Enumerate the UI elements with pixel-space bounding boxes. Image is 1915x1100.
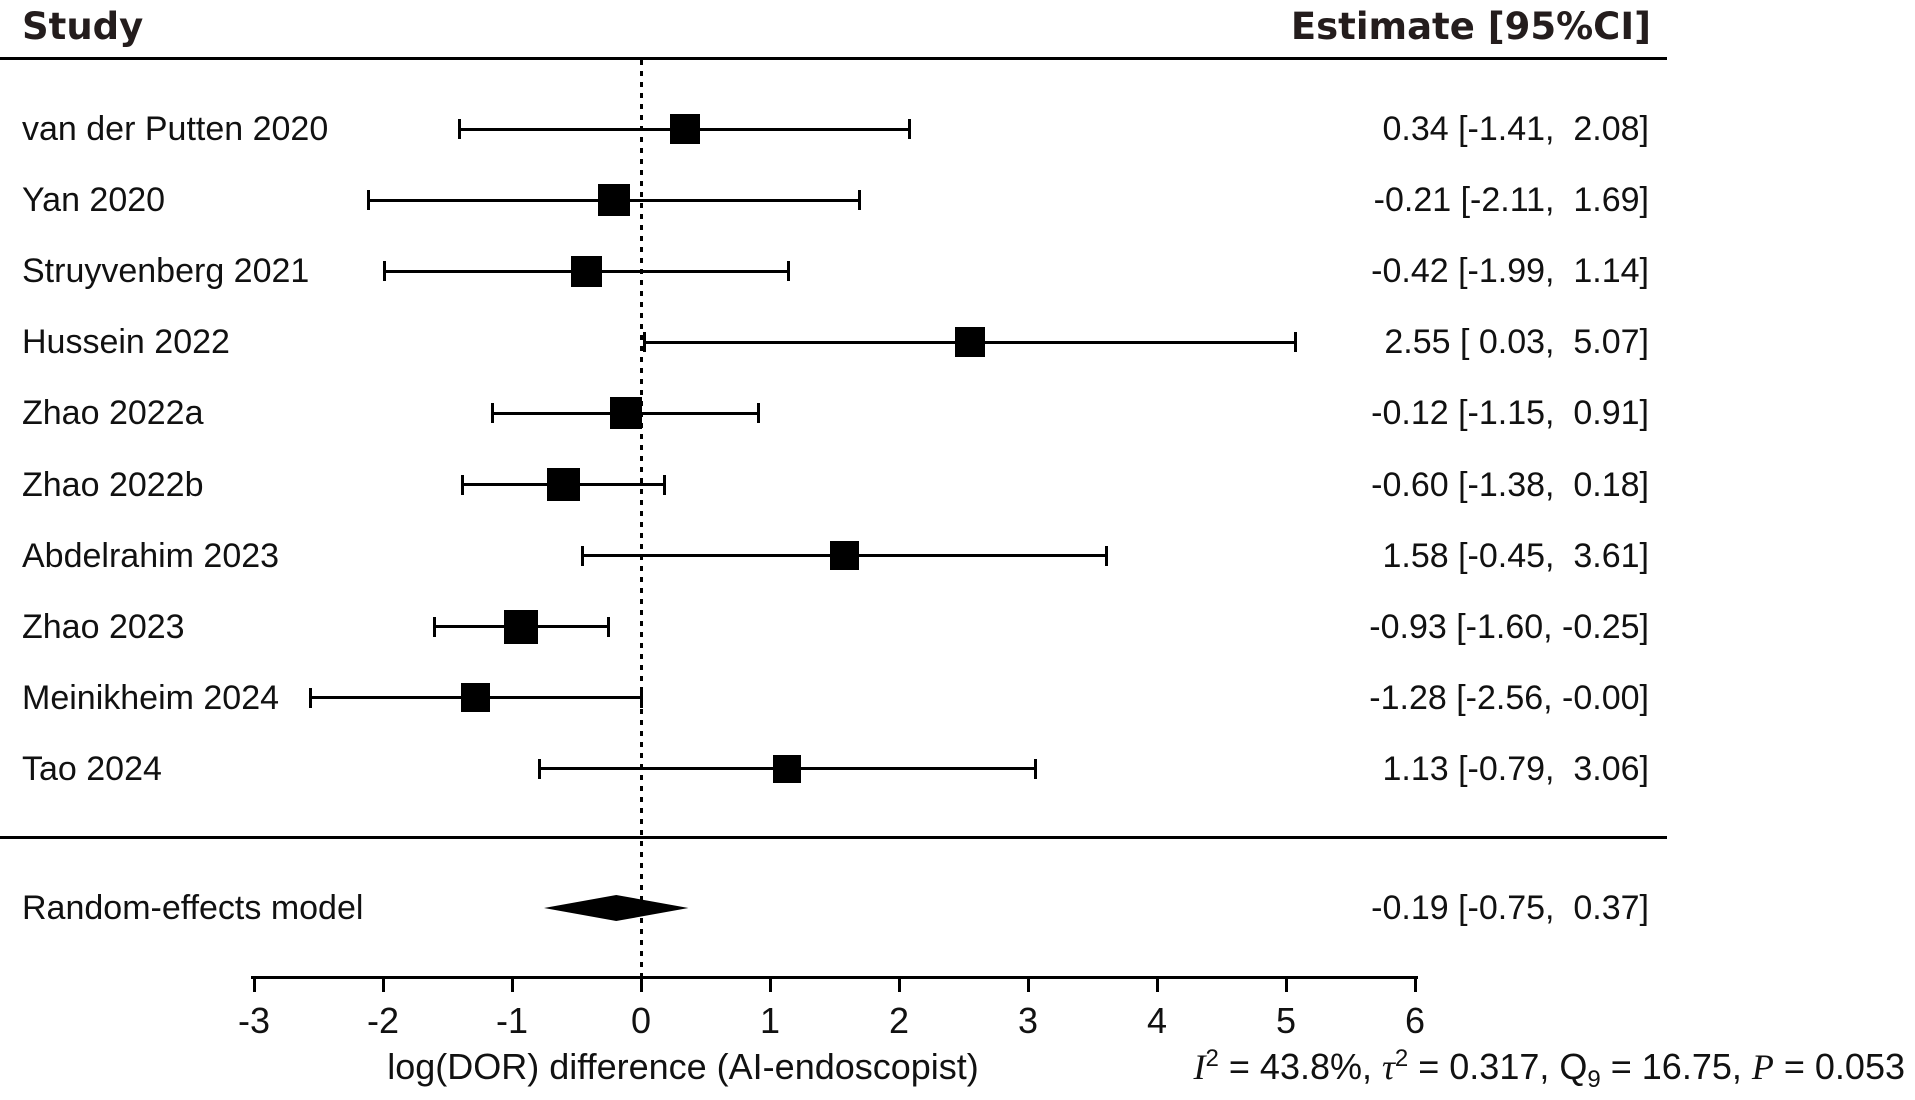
study-label: Meinikheim 2024	[22, 678, 280, 717]
study-column-header: Study	[22, 5, 144, 48]
ci-upper-whisker	[786, 261, 790, 282]
p-value: = 0.053	[1773, 1046, 1905, 1087]
study-label: Struyvenberg 2021	[22, 252, 310, 291]
p-symbol: P	[1751, 1047, 1774, 1087]
heterogeneity-stats: I2 = 43.8%, τ2 = 0.317, Q9 = 16.75, P = …	[1193, 1045, 1905, 1092]
point-estimate-square	[772, 754, 801, 783]
x-axis-tick	[381, 979, 385, 992]
x-axis-tick-label: 1	[759, 1000, 781, 1041]
tau-squared-value: = 0.317,	[1408, 1046, 1560, 1087]
estimate-ci-value: -0.93 [-1.60, -0.25]	[1369, 607, 1649, 646]
x-axis-tick-label: 0	[630, 1000, 652, 1041]
x-axis-tick-label: 3	[1017, 1000, 1039, 1041]
zero-reference-line	[639, 60, 643, 976]
x-axis-tick-label: 5	[1275, 1000, 1297, 1041]
x-axis-title: log(DOR) difference (AI-endoscopist)	[387, 1046, 979, 1087]
study-label: van der Putten 2020	[22, 110, 329, 148]
x-axis-tick-label: 2	[888, 1000, 910, 1041]
ci-upper-whisker	[1105, 545, 1109, 566]
ci-lower-whisker	[382, 261, 386, 282]
study-label: Abdelrahim 2023	[22, 536, 280, 575]
point-estimate-square	[597, 184, 630, 217]
x-axis-tick	[510, 979, 514, 992]
ci-upper-whisker	[607, 616, 611, 637]
point-estimate-square	[609, 397, 642, 430]
tau-squared-symbol: τ	[1382, 1047, 1395, 1087]
x-axis-tick	[1413, 979, 1417, 992]
x-axis-tick	[639, 979, 643, 992]
estimate-ci-value: 1.58 [-0.45, 3.61]	[1382, 536, 1649, 575]
point-estimate-square	[504, 609, 539, 644]
ci-lower-whisker	[461, 474, 465, 495]
estimate-ci-value: 0.34 [-1.41, 2.08]	[1382, 110, 1649, 148]
summary-separator-rule	[0, 836, 1667, 839]
estimate-ci-value: -0.21 [-2.11, 1.69]	[1373, 181, 1649, 220]
study-label: Zhao 2022b	[22, 465, 204, 504]
i-squared-exponent: 2	[1205, 1045, 1219, 1072]
i-squared-symbol: I	[1193, 1047, 1206, 1087]
ci-lower-whisker	[581, 545, 585, 566]
point-estimate-square	[830, 541, 860, 571]
x-axis-tick-label: 6	[1404, 1000, 1426, 1041]
x-axis-tick	[768, 979, 772, 992]
ci-lower-whisker	[367, 190, 371, 211]
x-axis-tick	[897, 979, 901, 992]
ci-lower-whisker	[537, 758, 541, 779]
summary-diamond-shape	[544, 895, 689, 921]
estimate-ci-value: 1.13 [-0.79, 3.06]	[1382, 749, 1649, 788]
x-axis-tick	[1284, 979, 1288, 992]
point-estimate-square	[571, 255, 603, 287]
ci-upper-whisker	[857, 190, 861, 211]
ci-upper-whisker	[1034, 758, 1038, 779]
x-axis-tick	[1155, 979, 1159, 992]
i-squared-value: = 43.8%,	[1218, 1046, 1382, 1087]
estimate-ci-value: -1.28 [-2.56, -0.00]	[1369, 678, 1649, 717]
study-label: Zhao 2023	[22, 607, 185, 646]
ci-lower-whisker	[491, 403, 495, 424]
ci-upper-whisker	[639, 687, 643, 708]
ci-lower-whisker	[309, 687, 313, 708]
x-axis-tick-label: 4	[1146, 1000, 1168, 1041]
ci-lower-whisker	[457, 119, 461, 139]
ci-upper-whisker	[756, 403, 760, 424]
summary-estimate-value: -0.19 [-0.75, 0.37]	[1371, 889, 1649, 927]
header-rule	[0, 57, 1667, 60]
point-estimate-square	[669, 114, 700, 144]
q-subscript: 9	[1587, 1066, 1601, 1094]
summary-model-label: Random-effects model	[22, 889, 364, 927]
ci-upper-whisker	[907, 119, 911, 139]
estimate-ci-value: -0.42 [-1.99, 1.14]	[1371, 252, 1649, 291]
estimate-column-header: Estimate [95%CI]	[1290, 5, 1651, 48]
ci-upper-whisker	[1293, 332, 1297, 353]
summary-diamond	[544, 895, 689, 921]
x-axis-tick	[252, 979, 256, 992]
study-label: Yan 2020	[22, 181, 166, 220]
estimate-ci-value: -0.60 [-1.38, 0.18]	[1371, 465, 1649, 504]
ci-lower-whisker	[643, 332, 647, 353]
ci-upper-whisker	[662, 474, 666, 495]
study-label: Zhao 2022a	[22, 394, 204, 433]
ci-lower-whisker	[433, 616, 437, 637]
point-estimate-square	[954, 327, 985, 358]
estimate-ci-value: 2.55 [ 0.03, 5.07]	[1384, 323, 1649, 362]
x-axis-tick-label: -2	[366, 1000, 400, 1041]
study-label: Hussein 2022	[22, 323, 230, 362]
q-symbol: Q	[1559, 1046, 1588, 1087]
point-estimate-square	[461, 683, 491, 713]
point-estimate-square	[547, 468, 581, 501]
x-axis-tick-label: -1	[495, 1000, 529, 1041]
x-axis-line	[251, 976, 1418, 979]
estimate-ci-value: -0.12 [-1.15, 0.91]	[1371, 394, 1649, 433]
x-axis-tick-label: -3	[237, 1000, 271, 1041]
study-label: Tao 2024	[22, 749, 162, 788]
q-value: = 16.75,	[1600, 1046, 1752, 1087]
tau-squared-exponent: 2	[1394, 1045, 1409, 1072]
x-axis-tick	[1026, 979, 1030, 992]
